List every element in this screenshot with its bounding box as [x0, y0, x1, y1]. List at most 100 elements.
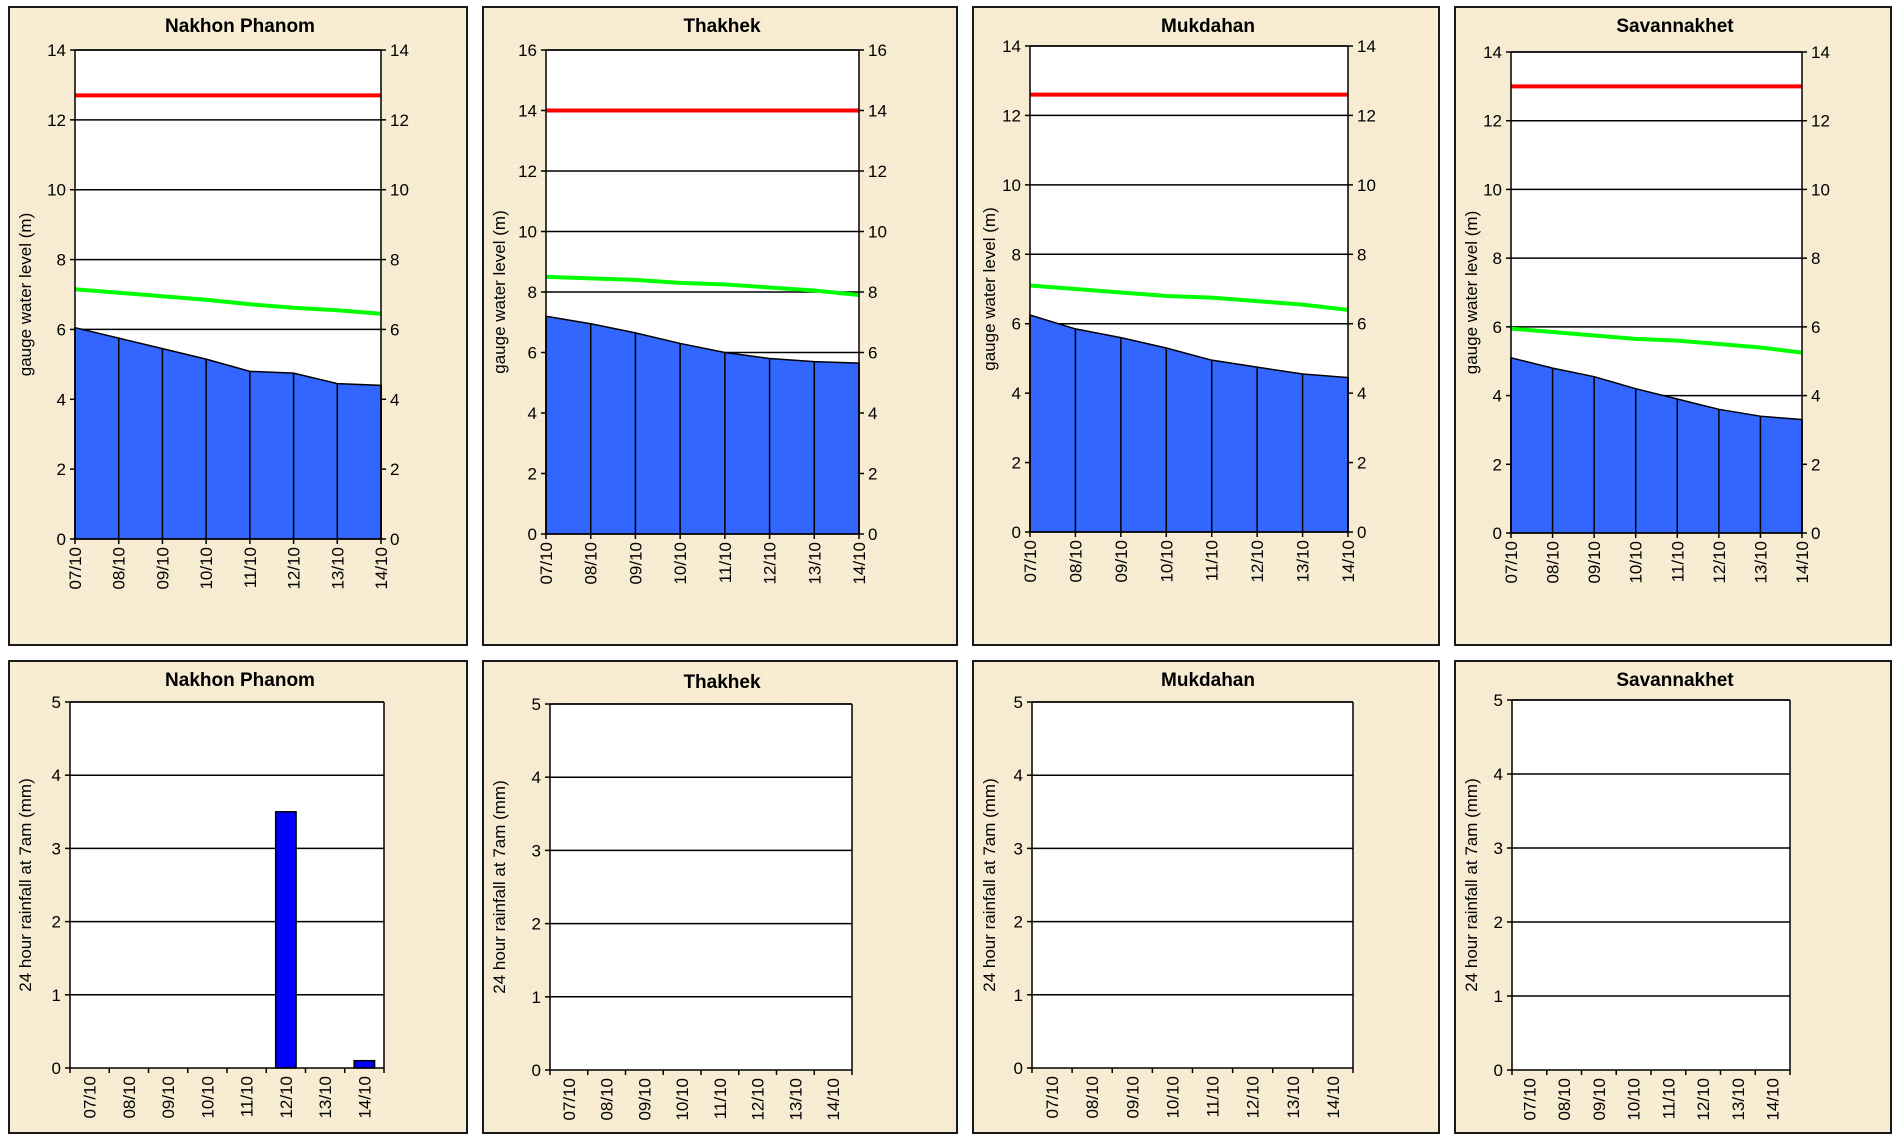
x-tick-label: 13/10 — [316, 1076, 335, 1119]
x-tick-label: 09/10 — [1585, 541, 1604, 584]
chart-svg: Mukdahan 0 0 2 2 4 4 6 6 8 8 10 10 12 12 14 14 07/10 08/10… — [980, 16, 1376, 583]
x-tick-label: 07/10 — [66, 547, 85, 590]
rainfall-bar-14-10 — [353, 1059, 376, 1069]
x-tick-label: 11/10 — [716, 542, 735, 583]
y-tick-label-right: 0 — [390, 530, 399, 549]
x-tick-label: 11/10 — [238, 1076, 257, 1117]
x-tick-label: 10/10 — [197, 547, 216, 590]
x-tick-label: 09/10 — [159, 1076, 178, 1119]
x-tick-label: 11/10 — [1668, 541, 1687, 582]
chart-title: Savannakhet — [1616, 16, 1734, 37]
alarm-level-line — [1029, 283, 1349, 312]
x-tick-label: 10/10 — [198, 1076, 217, 1119]
x-tick-label: 10/10 — [1625, 1078, 1644, 1121]
x-tick-label: 12/10 — [1248, 540, 1267, 583]
x-tick-label: 14/10 — [372, 547, 391, 590]
y-tick-label: 10 — [47, 181, 66, 200]
y-tick-label-right: 12 — [868, 162, 887, 181]
chart-svg: Thakhek 0 0 2 2 4 4 6 6 8 8 10 10 12 12 14 14 16 16 07/10 08… — [490, 16, 887, 585]
y-tick-label: 10 — [1002, 176, 1021, 195]
chart-panel-mukdahan-rainfall: Mukdahan 0 1 2 3 4 5 07/10 08/10 09/10 10/10 11/10 1… — [972, 660, 1440, 1134]
y-tick-label: 12 — [1483, 112, 1502, 131]
x-tick-label: 10/10 — [671, 542, 690, 585]
y-tick-label-right: 12 — [1357, 106, 1376, 125]
y-tick-label-right: 6 — [1811, 318, 1820, 337]
x-tick-label: 14/10 — [1764, 1078, 1783, 1121]
x-tick-label: 08/10 — [582, 542, 601, 585]
chart-svg: Mukdahan 0 1 2 3 4 5 07/10 08/10 09/10 10/10 11/10 1… — [980, 670, 1354, 1119]
y-tick-label: 10 — [518, 223, 537, 242]
x-tick-label: 07/10 — [1043, 1076, 1062, 1119]
y-tick-label: 0 — [57, 530, 66, 549]
chart-title: Savannakhet — [1616, 670, 1734, 691]
y-axis-title: gauge water level (m) — [16, 213, 35, 376]
y-tick-label-right: 10 — [390, 181, 409, 200]
y-tick-label: 3 — [52, 839, 61, 858]
y-tick-label: 2 — [532, 915, 541, 934]
y-tick-label: 2 — [1493, 455, 1502, 474]
y-tick-label-right: 2 — [1811, 455, 1820, 474]
x-tick-label: 11/10 — [1203, 540, 1222, 581]
rainfall-bar-12-10 — [274, 811, 297, 1069]
x-tick-label: 12/10 — [1244, 1076, 1263, 1119]
y-tick-label: 2 — [528, 465, 537, 484]
y-tick-label: 4 — [1493, 387, 1502, 406]
x-tick-label: 13/10 — [786, 1078, 805, 1121]
y-axis-title: gauge water level (m) — [1462, 211, 1481, 374]
x-tick-label: 13/10 — [805, 542, 824, 585]
y-tick-label: 8 — [1012, 245, 1021, 264]
x-tick-label: 07/10 — [81, 1076, 100, 1119]
y-tick-label: 4 — [52, 766, 61, 785]
y-tick-label: 4 — [57, 390, 66, 409]
alarm-level-line — [74, 287, 382, 316]
x-tick-label: 08/10 — [1555, 1078, 1574, 1121]
y-tick-label: 1 — [1494, 987, 1503, 1006]
y-tick-label-right: 4 — [390, 390, 399, 409]
y-tick-label: 2 — [1014, 913, 1023, 932]
plot-area — [1032, 702, 1353, 1068]
x-tick-label: 08/10 — [110, 547, 129, 590]
y-tick-label-right: 10 — [868, 223, 887, 242]
chart-svg: Nakhon Phanom 0 1 2 3 4 5 07/10 08/10 09/10 10/10 1… — [16, 670, 385, 1119]
plot-area — [1512, 700, 1790, 1070]
x-tick-label: 14/10 — [824, 1078, 843, 1121]
y-tick-label-right: 8 — [390, 251, 399, 270]
chart-panel-mukdahan-water-level: Mukdahan 0 0 2 2 4 4 6 6 8 8 10 10 12 12 14 14 07/10 08/10… — [972, 6, 1440, 646]
x-tick-label: 12/10 — [761, 542, 780, 585]
y-tick-label-right: 12 — [1811, 112, 1830, 131]
y-tick-label: 14 — [1483, 43, 1502, 62]
x-tick-label: 12/10 — [277, 1076, 296, 1119]
x-tick-label: 13/10 — [328, 547, 347, 590]
y-tick-label: 14 — [47, 41, 66, 60]
chart-title: Mukdahan — [1161, 16, 1255, 37]
x-tick-label: 11/10 — [711, 1078, 730, 1119]
x-tick-label: 09/10 — [626, 542, 645, 585]
y-tick-label: 0 — [1493, 524, 1502, 543]
y-tick-label: 4 — [1494, 765, 1503, 784]
y-tick-label-right: 10 — [1357, 176, 1376, 195]
y-axis-title: gauge water level (m) — [980, 207, 999, 370]
y-tick-label-right: 0 — [868, 525, 877, 544]
y-tick-label: 6 — [1012, 315, 1021, 334]
x-tick-label: 10/10 — [673, 1078, 692, 1121]
x-tick-label: 14/10 — [850, 542, 869, 585]
x-tick-label: 09/10 — [1123, 1076, 1142, 1119]
x-tick-label: 11/10 — [1204, 1076, 1223, 1117]
y-axis-title: 24 hour rainfall at 7am (mm) — [980, 778, 999, 992]
y-axis-title: gauge water level (m) — [490, 210, 509, 373]
x-tick-label: 14/10 — [1793, 541, 1812, 584]
y-tick-label-right: 6 — [1357, 315, 1366, 334]
plot-area — [550, 704, 852, 1070]
y-tick-label: 5 — [532, 695, 541, 714]
chart-svg: Savannakhet 0 1 2 3 4 5 07/10 08/10 09/10 10/10 11/… — [1462, 670, 1791, 1121]
y-tick-label: 2 — [52, 913, 61, 932]
y-tick-label: 4 — [532, 768, 541, 787]
x-tick-label: 07/10 — [537, 542, 556, 585]
y-tick-label-right: 12 — [390, 111, 409, 130]
y-tick-label-right: 8 — [868, 283, 877, 302]
y-tick-label: 12 — [1002, 106, 1021, 125]
y-tick-label-right: 0 — [1811, 524, 1820, 543]
plot-area — [70, 702, 384, 1068]
x-tick-label: 09/10 — [635, 1078, 654, 1121]
chart-title: Nakhon Phanom — [165, 16, 315, 37]
